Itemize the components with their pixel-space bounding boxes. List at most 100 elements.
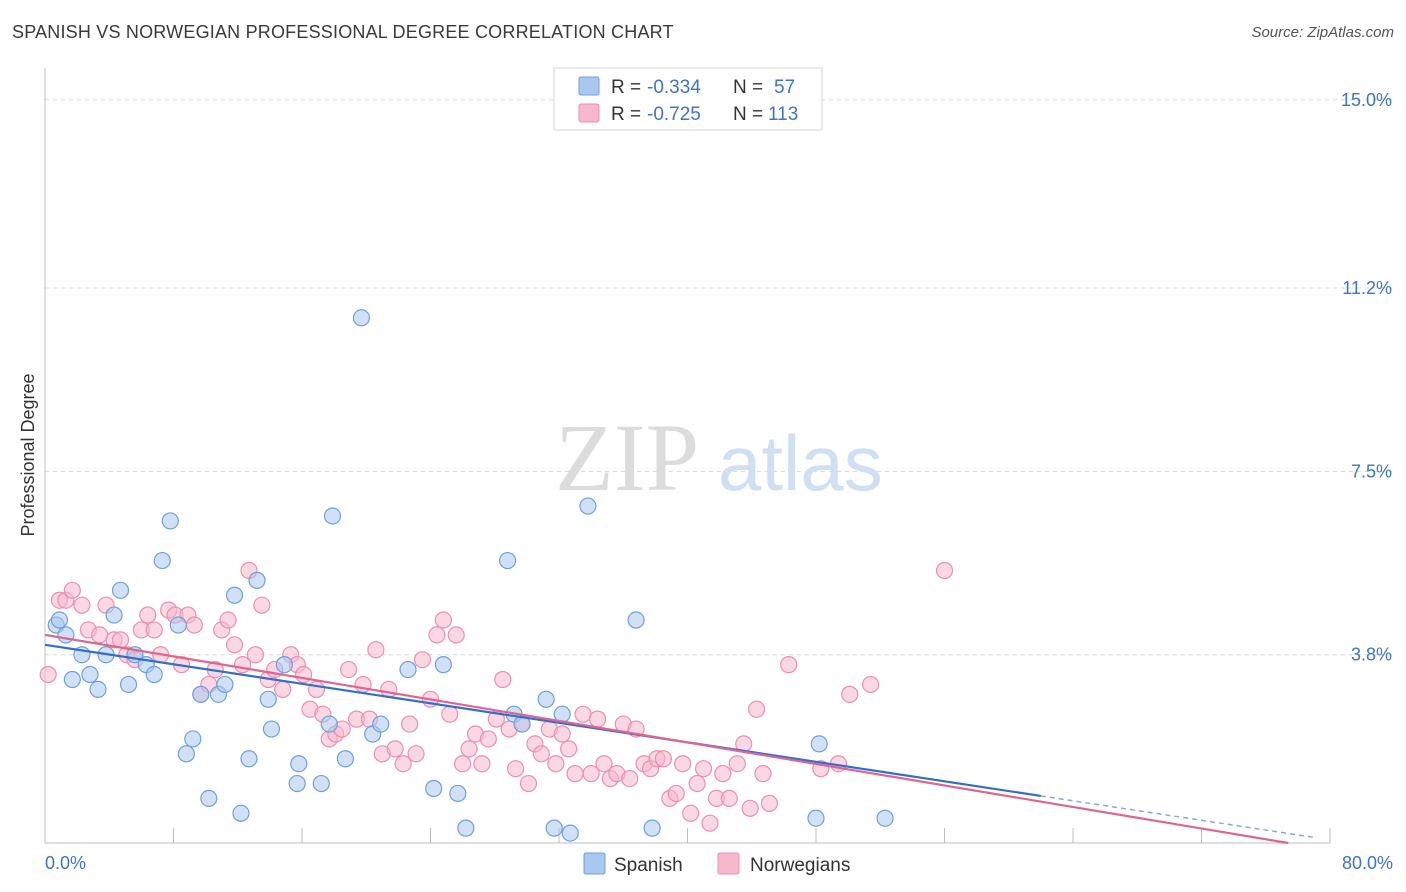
norwegians-point-96 xyxy=(694,760,713,778)
norwegians-point-59 xyxy=(447,626,465,644)
norwegians-point-107 xyxy=(780,656,798,674)
norwegians-point-0 xyxy=(39,665,57,684)
norwegians-point-4 xyxy=(73,596,91,614)
spanish-point-55 xyxy=(807,809,825,827)
legend-r-label-spanish: R = xyxy=(611,77,641,98)
norwegians-point-75 xyxy=(553,725,571,743)
source-label: Source: ZipAtlas.com xyxy=(1251,24,1394,41)
norwegians-point-103 xyxy=(741,799,759,817)
spanish-point-40 xyxy=(425,779,443,798)
spanish-point-25 xyxy=(240,750,258,768)
spanish-point-9 xyxy=(111,581,130,599)
spanish-point-33 xyxy=(320,715,338,733)
norwegians-point-68 xyxy=(507,760,525,778)
norwegians-point-95 xyxy=(688,774,706,793)
spanish-point-51 xyxy=(579,497,597,515)
spanish-point-18 xyxy=(184,730,202,748)
spanish-point-20 xyxy=(200,789,218,808)
spanish-point-43 xyxy=(457,819,475,837)
norwegians-trend-line xyxy=(44,633,1289,845)
chart-title: SPANISH VS NORWEGIAN PROFESSIONAL DEGREE… xyxy=(12,22,674,42)
norwegians-point-13 xyxy=(139,606,157,624)
spanish-point-5 xyxy=(81,665,99,684)
spanish-point-47 xyxy=(537,690,555,708)
norwegians-point-53 xyxy=(407,745,425,763)
y-tick-label-3: 15.0% xyxy=(1341,90,1392,110)
norwegians-point-20 xyxy=(185,616,203,634)
spanish-point-16 xyxy=(169,616,187,634)
legend-r-label-norwegians: R = xyxy=(611,104,641,125)
norwegians-point-100 xyxy=(720,789,738,808)
tick-labels: 3.8% 7.5% 11.2% 15.0% 0.0% 80.0% xyxy=(45,90,1393,873)
norwegians-point-80 xyxy=(588,710,607,728)
spanish-point-39 xyxy=(399,660,417,679)
norwegians-point-97 xyxy=(701,814,719,832)
spanish-point-2 xyxy=(57,626,75,644)
norwegians-point-58 xyxy=(441,705,459,723)
spanish-point-56 xyxy=(876,809,894,827)
norwegians-point-63 xyxy=(473,755,491,773)
spanish-point-46 xyxy=(513,715,531,733)
spanish-point-14 xyxy=(153,551,171,570)
norwegians-point-66 xyxy=(494,670,512,689)
norwegians-point-51 xyxy=(394,755,412,773)
legend-n-value-norwegians: 113 xyxy=(768,104,798,125)
norwegians-point-25 xyxy=(219,611,237,629)
legend-n-label-spanish: N = xyxy=(733,77,763,98)
spanish-point-32 xyxy=(312,774,330,793)
norwegians-point-56 xyxy=(428,626,446,644)
spanish-point-34 xyxy=(323,507,342,525)
y-tick-label-2: 11.2% xyxy=(1342,278,1392,298)
spanish-trend-extension xyxy=(1040,795,1315,839)
norwegians-point-43 xyxy=(339,660,358,679)
spanish-point-6 xyxy=(89,680,107,699)
norwegians-point-6 xyxy=(91,626,109,644)
y-tick-label-0: 3.8% xyxy=(1351,645,1392,665)
norwegians-point-47 xyxy=(367,641,385,659)
watermark: ZIP atlas xyxy=(555,404,883,511)
series-legend-swatch-norwegians xyxy=(717,852,740,875)
spanish-point-1 xyxy=(50,611,69,629)
norwegians-point-49 xyxy=(380,680,398,699)
spanish-point-24 xyxy=(232,804,250,822)
spanish-trend-line xyxy=(44,643,1042,798)
x-tick-label-0: 0.0% xyxy=(45,853,86,873)
spanish-point-52 xyxy=(627,611,645,629)
spanish-point-31 xyxy=(290,755,308,773)
spanish-point-3 xyxy=(63,670,81,689)
norwegians-point-104 xyxy=(747,700,766,718)
spanish-point-10 xyxy=(119,675,138,694)
norwegians-point-60 xyxy=(454,755,472,773)
spanish-points xyxy=(47,309,894,842)
spanish-point-53 xyxy=(643,819,661,837)
norwegians-point-77 xyxy=(566,765,584,783)
norwegians-point-72 xyxy=(532,745,550,763)
spanish-point-26 xyxy=(248,571,266,589)
norwegians-point-78 xyxy=(574,705,592,723)
norwegians-point-30 xyxy=(253,596,271,614)
norwegians-point-81 xyxy=(595,755,613,773)
grid-lines xyxy=(45,99,1392,656)
watermark-atlas: atlas xyxy=(718,419,883,507)
watermark-zip: ZIP xyxy=(555,404,699,511)
spanish-point-22 xyxy=(216,675,234,694)
norwegians-point-111 xyxy=(862,675,880,694)
x-tick-label-1: 80.0% xyxy=(1342,853,1393,873)
legend-n-value-spanish: 57 xyxy=(774,77,795,98)
spanish-point-36 xyxy=(352,309,371,327)
norwegians-point-3 xyxy=(63,581,81,599)
spanish-point-41 xyxy=(434,656,452,674)
spanish-point-17 xyxy=(177,745,195,763)
legend-swatch-spanish xyxy=(578,76,600,96)
y-axis-label: Professional Degree xyxy=(18,373,38,536)
spanish-point-42 xyxy=(449,784,467,803)
spanish-point-30 xyxy=(288,774,306,793)
series-legend-label-spanish: Spanish xyxy=(614,855,683,876)
norwegians-points xyxy=(39,561,954,832)
norwegians-point-101 xyxy=(728,755,746,773)
norwegians-point-70 xyxy=(519,774,538,793)
norwegians-point-33 xyxy=(274,680,292,699)
legend-n-label-norwegians: N = xyxy=(733,104,763,125)
stats-legend: R = -0.334 N = 57 R = -0.725 N = 113 xyxy=(553,67,823,131)
